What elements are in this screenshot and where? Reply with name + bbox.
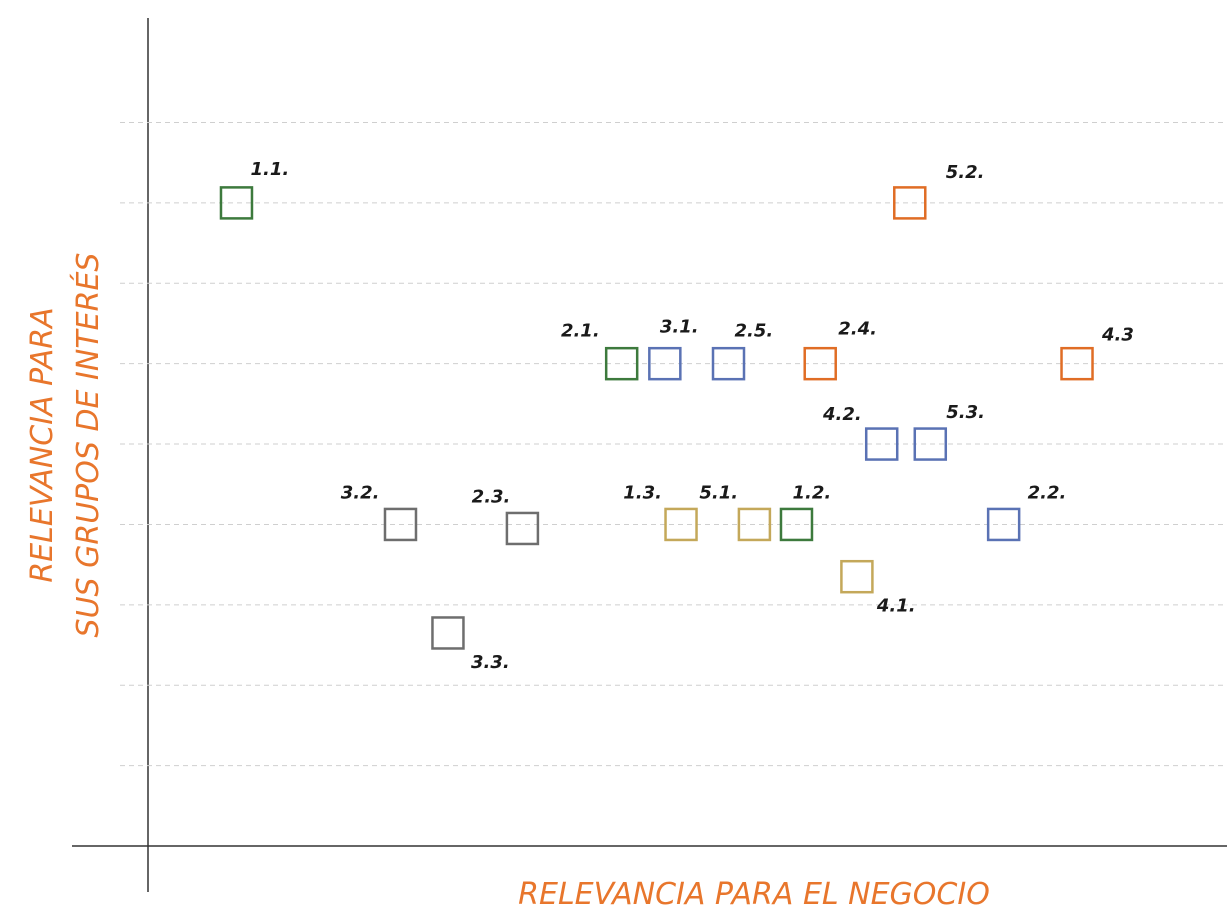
- point-label: 2.5.: [735, 321, 774, 342]
- point: [986, 507, 1021, 542]
- point-label: 5.3.: [946, 402, 985, 423]
- point: [711, 346, 746, 381]
- point: [893, 186, 927, 220]
- point-label: 3.1.: [660, 317, 699, 338]
- y-axis-title-line: RELEVANCIA PARA: [25, 307, 60, 582]
- point: [604, 346, 639, 381]
- point-label: 2.3.: [472, 486, 511, 507]
- point: [803, 346, 837, 381]
- x-axis-title: RELEVANCIA PARA EL NEGOCIO: [518, 877, 990, 912]
- y-axis-title-line: SUS GRUPOS DE INTERÉS: [70, 253, 106, 638]
- point-label: 4.1.: [876, 596, 916, 617]
- point-label: 1.1.: [250, 159, 289, 180]
- point-label: 4.3: [1101, 325, 1134, 346]
- point: [383, 507, 418, 542]
- point: [864, 427, 899, 461]
- point: [913, 427, 948, 461]
- point-label: 1.3.: [623, 482, 662, 503]
- point: [779, 507, 814, 542]
- point-label: 1.2.: [792, 482, 831, 503]
- point: [664, 507, 698, 542]
- point: [737, 507, 772, 542]
- point-label: 2.2.: [1028, 482, 1067, 503]
- point: [219, 186, 254, 220]
- point: [431, 616, 465, 650]
- point: [1060, 346, 1094, 381]
- point: [648, 346, 682, 381]
- point: [505, 511, 540, 546]
- point: [840, 559, 874, 594]
- point-label: 3.3.: [471, 652, 510, 673]
- point-label: 2.4.: [838, 319, 877, 340]
- point-label: 5.2.: [946, 162, 985, 183]
- point-label: 2.1.: [561, 321, 600, 342]
- y-axis-title: RELEVANCIA PARA SUS GRUPOS DE INTERÉS: [25, 253, 106, 638]
- point-label: 3.2.: [341, 482, 380, 503]
- point-label: 5.1.: [699, 482, 738, 503]
- point-label: 4.2.: [822, 404, 862, 425]
